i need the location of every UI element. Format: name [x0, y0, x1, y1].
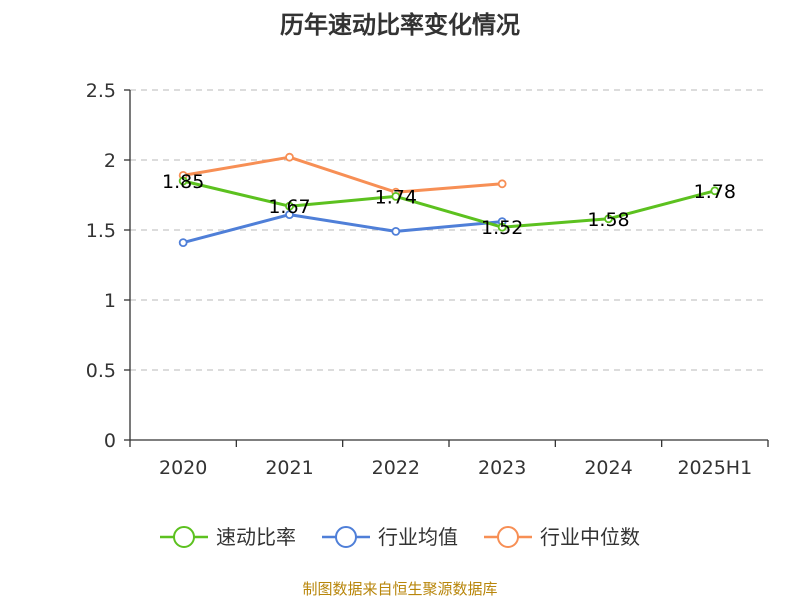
- data-label: 1.78: [694, 181, 736, 203]
- y-tick-label: 2.5: [86, 80, 116, 102]
- y-tick-label: 1: [104, 290, 116, 312]
- x-tick-label: 2025H1: [677, 457, 752, 479]
- data-label: 1.58: [587, 209, 629, 231]
- data-label: 1.85: [162, 171, 204, 193]
- data-point: [391, 226, 401, 236]
- data-point: [604, 214, 613, 224]
- data-point: [178, 238, 188, 248]
- legend-marker: [173, 526, 195, 548]
- y-tick-label: 0: [104, 430, 116, 452]
- series-lines: [178, 152, 720, 248]
- grid-lines: [130, 89, 768, 371]
- x-tick-label: 2021: [265, 457, 313, 479]
- y-tick-label: 2: [104, 150, 116, 172]
- data-point: [285, 152, 294, 162]
- data-point: [178, 176, 188, 186]
- data-label: 1.67: [268, 196, 310, 218]
- legend-marker: [335, 526, 357, 548]
- data-point: [497, 222, 507, 232]
- data-point: [497, 179, 507, 189]
- legend-marker: [497, 526, 519, 548]
- legend: 速动比率 行业均值 行业中位数: [160, 525, 640, 549]
- data-point: [710, 186, 720, 196]
- data-point: [391, 191, 401, 201]
- source-note: 制图数据来自恒生聚源数据库: [302, 580, 498, 598]
- series-line: [182, 179, 716, 229]
- y-tick-label: 1.5: [86, 220, 116, 242]
- legend-item: 行业均值: [322, 525, 458, 549]
- y-tick-label: 0.5: [86, 360, 116, 382]
- x-tick-label: 2022: [372, 457, 420, 479]
- x-tick-label: 2023: [478, 457, 526, 479]
- legend-label: 速动比率: [216, 525, 296, 549]
- data-point: [285, 210, 294, 220]
- data-point: [285, 201, 294, 211]
- data-labels: 1.85 1.67 1.74 1.52 1.58 1.78: [162, 171, 736, 239]
- legend-item: 速动比率: [160, 525, 296, 549]
- x-tick-label: 2024: [584, 457, 632, 479]
- legend-label: 行业中位数: [540, 525, 640, 549]
- legend-item: 行业中位数: [484, 525, 640, 549]
- data-label: 1.52: [481, 217, 523, 239]
- series-line: [182, 213, 503, 245]
- x-tick-label: 2020: [159, 457, 207, 479]
- chart-title: 历年速动比率变化情况: [280, 11, 520, 39]
- legend-label: 行业均值: [378, 525, 458, 549]
- data-label: 1.74: [375, 186, 417, 208]
- series-line: [182, 155, 503, 194]
